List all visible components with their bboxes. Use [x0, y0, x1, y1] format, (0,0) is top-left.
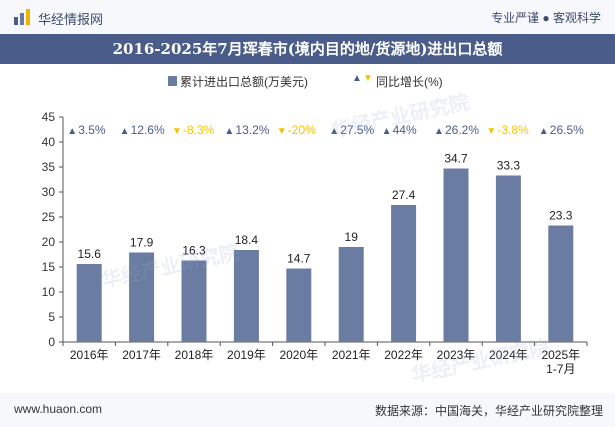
growth-up-triangle-icon: ▲ [224, 126, 234, 137]
legend-growth-label: 同比增长(%) [376, 75, 443, 89]
growth-label: -20% [288, 123, 316, 137]
chart-title: 2016-2025年7月珲春市(境内目的地/货源地)进出口总额 [0, 34, 615, 64]
x-tick-label: 2022年 [384, 348, 423, 362]
growth-label: 27.5% [340, 123, 374, 137]
x-tick-label: 2025年 [541, 348, 580, 362]
y-tick-label: 10 [42, 285, 56, 299]
bar-value-label: 14.7 [287, 252, 311, 266]
growth-up-triangle-icon: ▲ [67, 126, 77, 137]
footer-source: 数据来源：中国海关，华经产业研究院整理 [374, 404, 603, 418]
bar-value-label: 17.9 [130, 236, 154, 250]
growth-label: 12.6% [131, 123, 165, 137]
y-tick-label: 40 [42, 135, 56, 149]
growth-down-triangle-icon: ▼ [172, 126, 182, 137]
bar [181, 260, 207, 342]
growth-up-triangle-icon: ▲ [329, 126, 339, 137]
growth-up-triangle-icon: ▲ [539, 126, 549, 137]
legend: 累计进出口总额(万美元) ▲ ▼ 同比增长(%) [0, 72, 615, 90]
y-tick-label: 25 [42, 210, 56, 224]
bar [338, 247, 364, 342]
x-tick-label: 2023年 [437, 348, 476, 362]
huajing-logo-icon [14, 9, 30, 25]
bar [233, 250, 259, 342]
legend-down-triangle-icon: ▼ [363, 73, 373, 84]
bar [129, 252, 155, 342]
bar-value-label: 23.3 [549, 209, 573, 223]
footer-url: www.huaon.com [14, 402, 103, 416]
legend-bar-swatch [168, 76, 177, 86]
y-tick-label: 0 [48, 335, 55, 349]
growth-down-triangle-icon: ▼ [277, 126, 287, 137]
growth-down-triangle-icon: ▼ [486, 126, 496, 137]
bar [443, 168, 469, 342]
growth-label: -3.8% [497, 123, 529, 137]
bar-value-label: 33.3 [497, 159, 521, 173]
x-tick-label: 2019年 [227, 348, 266, 362]
slogan: 专业严谨 ● 客观科学 [491, 11, 601, 25]
y-tick-label: 45 [42, 110, 56, 124]
growth-label: 26.2% [445, 123, 479, 137]
bar [286, 268, 312, 342]
x-tick-label: 2017年 [122, 348, 161, 362]
header-bar: 华经情报网 专业严谨 ● 客观科学 [0, 0, 615, 34]
y-tick-label: 5 [48, 310, 55, 324]
bar [391, 205, 417, 342]
x-tick-label: 2016年 [70, 348, 109, 362]
bar [495, 175, 521, 342]
bar-value-label: 34.7 [444, 152, 468, 166]
x-tick-label: 1-7月 [546, 362, 575, 376]
growth-up-triangle-icon: ▲ [120, 126, 130, 137]
bar-value-label: 19 [345, 230, 359, 244]
footer-bar: www.huaon.com 数据来源：中国海关，华经产业研究院整理 [0, 393, 615, 427]
bar [548, 225, 574, 342]
bar [76, 264, 102, 342]
bar-value-label: 15.6 [78, 247, 102, 261]
growth-label: 44% [393, 123, 417, 137]
legend-series-label: 累计进出口总额(万美元) [180, 75, 308, 89]
y-tick-label: 35 [42, 160, 56, 174]
growth-label: 26.5% [550, 123, 584, 137]
y-tick-label: 20 [42, 235, 56, 249]
growth-label: 3.5% [78, 123, 106, 137]
legend-up-triangle-icon: ▲ [352, 73, 362, 84]
y-tick-label: 15 [42, 260, 56, 274]
growth-up-triangle-icon: ▲ [434, 126, 444, 137]
bar-value-label: 27.4 [392, 188, 416, 202]
y-tick-label: 30 [42, 185, 56, 199]
site-name: 华经情报网 [38, 12, 104, 27]
growth-up-triangle-icon: ▲ [382, 126, 392, 137]
x-tick-label: 2021年 [332, 348, 371, 362]
bar-value-label: 18.4 [235, 233, 259, 247]
x-tick-label: 2024年 [489, 348, 528, 362]
bar-value-label: 16.3 [182, 244, 206, 258]
growth-label: 13.2% [235, 123, 269, 137]
x-tick-label: 2020年 [279, 348, 318, 362]
growth-label: -8.3% [183, 123, 215, 137]
x-tick-label: 2018年 [175, 348, 214, 362]
